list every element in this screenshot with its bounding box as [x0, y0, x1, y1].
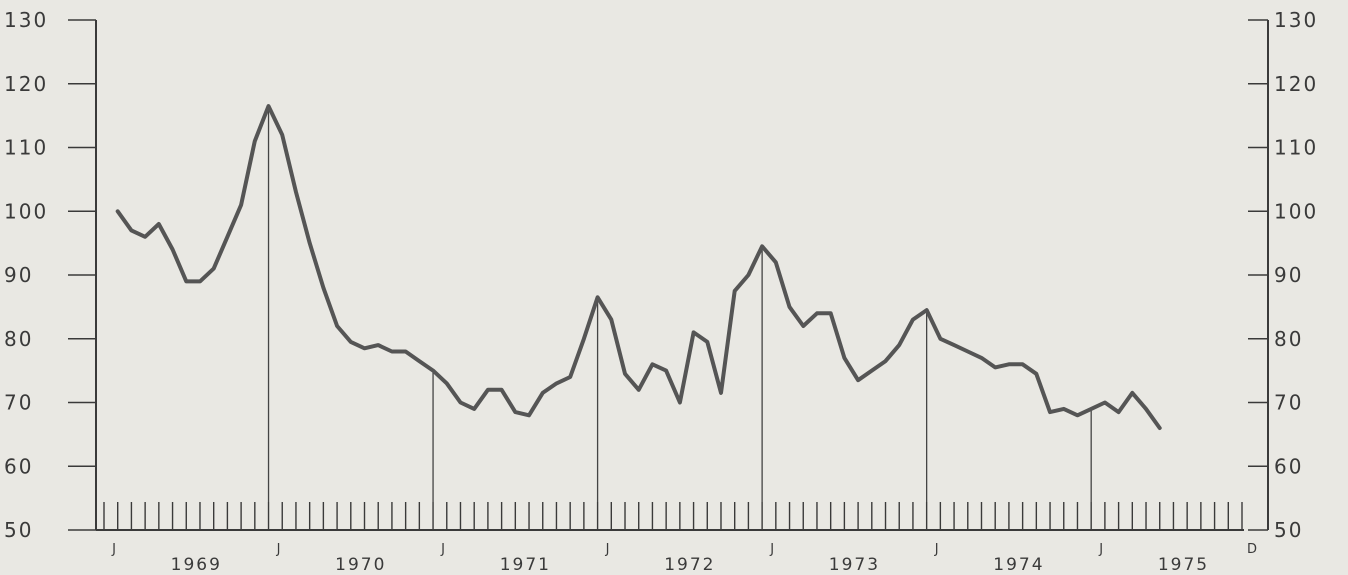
right-y-tick-label: 70	[1274, 391, 1303, 415]
month-marker-label: J	[934, 542, 939, 557]
left-y-tick-label: 70	[4, 391, 33, 415]
left-y-tick-label: 130	[4, 8, 48, 32]
right-y-tick-label: 100	[1274, 199, 1318, 223]
right-y-tick-label: 130	[1274, 8, 1318, 32]
right-y-tick-label: 50	[1274, 518, 1303, 542]
year-label: 1973	[829, 555, 880, 575]
y-axes: 50 50 60 60 70 70 80 80 90 90 100 100 110 110 120 120 13…	[4, 8, 1318, 542]
year-label: 1970	[335, 555, 386, 575]
left-y-tick-label: 60	[4, 454, 33, 478]
left-y-tick-label: 120	[4, 72, 48, 96]
right-y-tick-label: 90	[1274, 263, 1303, 287]
x-axis: J J J J J J J D 1969 1970 1971 1972 1973 1974 1975	[96, 502, 1257, 575]
month-marker-label: J	[440, 542, 445, 557]
left-y-tick-label: 50	[4, 518, 33, 542]
right-y-tick-label: 110	[1274, 136, 1318, 160]
month-marker-label: J	[769, 542, 774, 557]
left-y-tick-label: 80	[4, 327, 33, 351]
series-layer	[115, 104, 1162, 430]
month-marker-label: J	[1098, 542, 1103, 557]
month-marker-label: J	[605, 542, 610, 557]
peak-droplines	[267, 106, 1092, 502]
left-y-tick-label: 90	[4, 263, 33, 287]
year-label: 1974	[993, 555, 1044, 575]
right-y-tick-label: 60	[1274, 454, 1303, 478]
month-marker-label: J	[111, 542, 116, 557]
year-label: 1969	[171, 555, 222, 575]
right-y-tick-label: 120	[1274, 72, 1318, 96]
year-label: 1971	[500, 555, 551, 575]
year-label: 1972	[664, 555, 715, 575]
year-label: 1975	[1158, 555, 1209, 575]
left-y-tick-label: 100	[4, 199, 48, 223]
month-marker-label: D	[1247, 542, 1257, 557]
right-y-tick-label: 80	[1274, 327, 1303, 351]
left-y-tick-label: 110	[4, 136, 48, 160]
series-line	[115, 104, 1162, 430]
month-marker-label: J	[276, 542, 281, 557]
